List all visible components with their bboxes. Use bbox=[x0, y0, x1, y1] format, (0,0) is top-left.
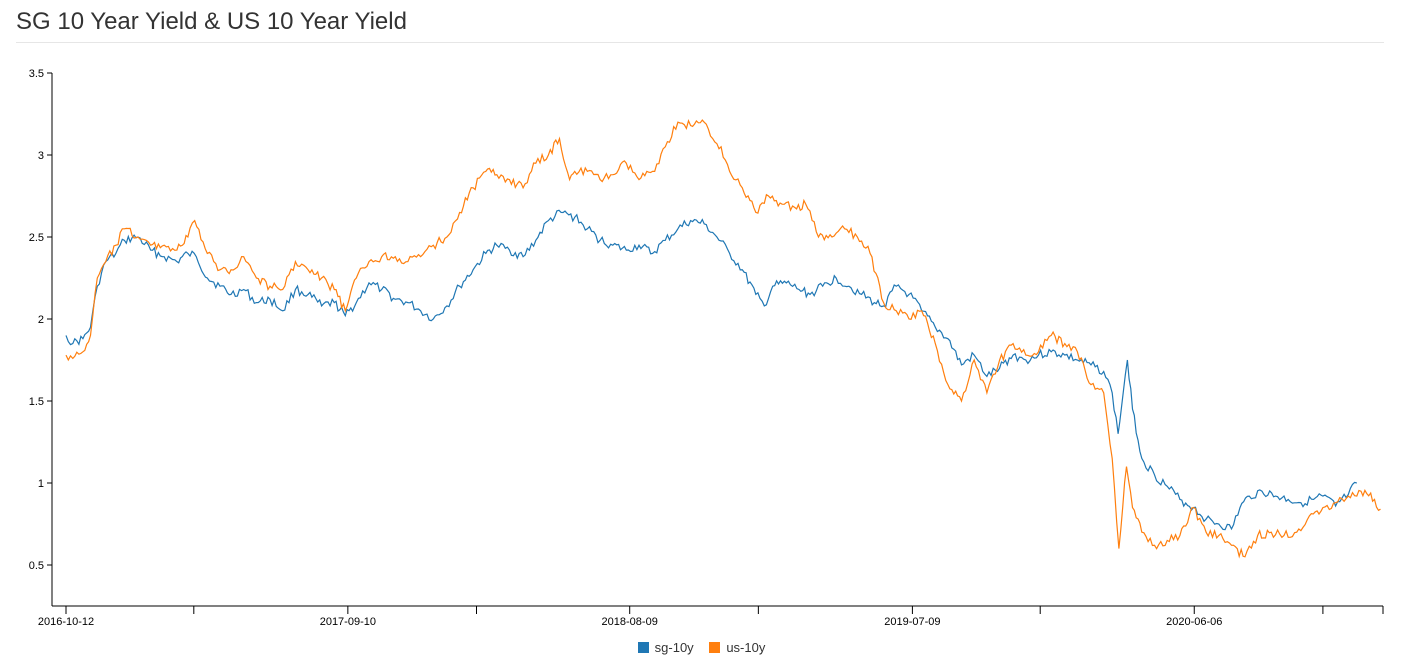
y-tick-label: 0.5 bbox=[29, 560, 44, 572]
x-tick-label: 2018-08-09 bbox=[602, 616, 658, 628]
legend-item-sg-10y[interactable]: sg-10y bbox=[637, 640, 694, 655]
legend-swatch-sg-10y bbox=[637, 642, 649, 653]
legend-label-us-10y: us-10y bbox=[726, 640, 766, 655]
chart-title: SG 10 Year Yield & US 10 Year Yield bbox=[16, 8, 407, 35]
y-tick-label: 3 bbox=[38, 150, 44, 162]
legend-label-sg-10y: sg-10y bbox=[654, 640, 694, 655]
legend-item-us-10y[interactable]: us-10y bbox=[709, 640, 765, 655]
series-line-sg-10y bbox=[65, 209, 1357, 531]
x-tick-label: 2019-07-09 bbox=[884, 616, 940, 628]
series-layer bbox=[65, 119, 1381, 559]
y-tick-label: 2 bbox=[38, 314, 44, 326]
y-axis: 0.5 1 1.5 2 2.5 3 3.5 bbox=[29, 68, 53, 606]
x-tick-label: 2017-09-10 bbox=[320, 616, 376, 628]
x-axis: 2016-10-12 2017-09-10 2018-08-09 2019-07-09… bbox=[38, 605, 1384, 628]
title-divider bbox=[16, 42, 1384, 43]
y-tick-label: 1.5 bbox=[29, 396, 44, 408]
y-tick-label: 3.5 bbox=[29, 68, 44, 80]
legend: sg-10y us-10y bbox=[0, 640, 1403, 656]
y-tick-label: 2.5 bbox=[29, 232, 44, 244]
series-line-us-10y bbox=[65, 119, 1381, 559]
x-tick-label: 2020-06-06 bbox=[1166, 616, 1222, 628]
legend-swatch-us-10y bbox=[709, 642, 721, 653]
y-tick-label: 1 bbox=[38, 478, 44, 490]
x-tick-label: 2016-10-12 bbox=[38, 616, 94, 628]
